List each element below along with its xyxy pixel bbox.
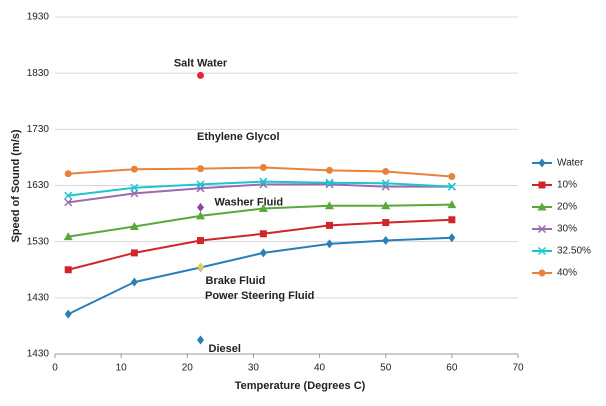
marker <box>130 249 138 257</box>
marker <box>64 266 72 274</box>
marker <box>64 198 73 207</box>
marker <box>537 224 547 234</box>
marker <box>130 183 139 192</box>
marker <box>197 237 205 245</box>
x-tick-label: 0 <box>52 363 58 374</box>
marker <box>382 219 390 227</box>
marker <box>64 170 72 178</box>
legend-label: Water <box>557 158 584 169</box>
marker <box>129 222 139 231</box>
marker <box>197 202 205 212</box>
series-line <box>68 166 452 178</box>
marker <box>258 204 268 213</box>
marker <box>259 230 267 238</box>
legend-label: 32.50% <box>557 246 591 257</box>
point-label: Salt Water <box>174 57 228 69</box>
marker <box>537 202 547 211</box>
marker <box>382 236 390 246</box>
marker <box>259 248 267 258</box>
annotation: Ethylene Glycol <box>197 131 280 143</box>
marker <box>325 178 334 187</box>
y-axis-label: Speed of Sound (m/s) <box>10 129 22 242</box>
legend-label: 40% <box>557 268 577 279</box>
y-tick-label: 1430 <box>27 349 50 360</box>
point-label: Brake Fluid <box>206 275 266 287</box>
marker <box>448 173 456 181</box>
marker <box>130 277 138 287</box>
marker <box>447 200 457 209</box>
marker <box>447 182 456 191</box>
marker <box>448 216 456 224</box>
marker <box>537 246 547 256</box>
marker <box>324 201 334 210</box>
legend-label: 20% <box>557 202 577 213</box>
y-tick-label: 1830 <box>27 68 50 79</box>
marker <box>538 158 546 168</box>
marker <box>325 239 333 249</box>
x-axis-label: Temperature (Degrees C) <box>235 380 366 392</box>
marker <box>448 233 456 243</box>
marker <box>64 191 73 200</box>
x-tick-label: 30 <box>248 363 260 374</box>
point-label: Diesel <box>209 343 241 355</box>
x-tick-label: 20 <box>182 363 194 374</box>
point-label: Washer Fluid <box>215 196 284 208</box>
marker <box>381 179 390 188</box>
marker <box>130 165 138 173</box>
x-tick-label: 60 <box>446 363 458 374</box>
marker <box>196 211 206 220</box>
y-tick-label: 1630 <box>27 180 50 191</box>
marker <box>64 309 72 319</box>
marker <box>538 269 546 277</box>
marker <box>197 165 205 173</box>
legend-label: 30% <box>557 224 577 235</box>
x-tick-label: 40 <box>314 363 326 374</box>
marker <box>197 335 205 345</box>
y-tick-label: 1930 <box>27 12 50 23</box>
marker <box>196 180 205 189</box>
marker <box>325 221 333 229</box>
marker <box>381 201 391 210</box>
marker <box>382 167 390 175</box>
marker <box>325 166 333 174</box>
y-tick-label: 1430 <box>27 292 50 303</box>
marker <box>538 181 546 189</box>
x-tick-label: 70 <box>512 363 524 374</box>
marker <box>63 232 73 241</box>
marker <box>197 71 205 79</box>
x-tick-label: 10 <box>116 363 128 374</box>
legend-label: 10% <box>557 180 577 191</box>
annotation: Power Steering Fluid <box>205 290 314 302</box>
marker <box>259 177 268 186</box>
marker <box>259 164 267 172</box>
y-tick-label: 1730 <box>27 124 50 135</box>
x-tick-label: 50 <box>380 363 392 374</box>
marker <box>197 262 205 272</box>
y-tick-label: 1530 <box>27 236 50 247</box>
